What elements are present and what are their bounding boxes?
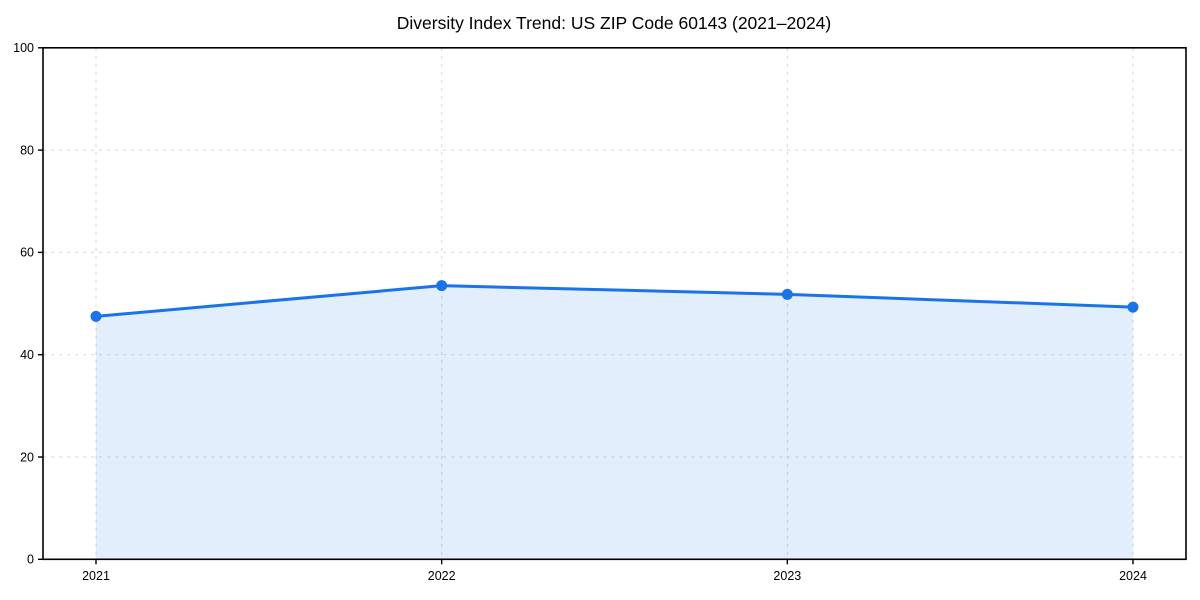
x-tick-label: 2022 (428, 569, 456, 583)
data-point-marker (90, 310, 102, 322)
trend-line (94, 284, 1135, 318)
y-tick-label: 20 (20, 450, 34, 464)
y-tick-label: 80 (20, 143, 34, 157)
x-tick-label: 2021 (82, 569, 110, 583)
data-point-marker (1127, 301, 1139, 313)
series-area (96, 285, 1133, 560)
chart-title: Diversity Index Trend: US ZIP Code 60143… (397, 13, 832, 33)
x-tick-label: 2023 (773, 569, 801, 583)
y-tick-label: 0 (27, 553, 34, 567)
y-tick-label: 100 (13, 41, 34, 55)
axis-ticks (38, 47, 1134, 565)
x-tick-label: 2024 (1119, 569, 1147, 583)
plot-frame (42, 46, 1187, 561)
y-tick-label: 60 (20, 246, 34, 260)
plot-border (42, 46, 1187, 561)
axis-tick-labels: 0 20 40 60 80 100 2021 2022 2023 2024 (13, 41, 1147, 583)
data-points (90, 280, 1139, 322)
data-point-marker (436, 280, 448, 292)
data-point-marker (781, 288, 793, 300)
area-fill (96, 285, 1133, 560)
y-tick-label: 40 (20, 348, 34, 362)
series-line (94, 284, 1135, 318)
